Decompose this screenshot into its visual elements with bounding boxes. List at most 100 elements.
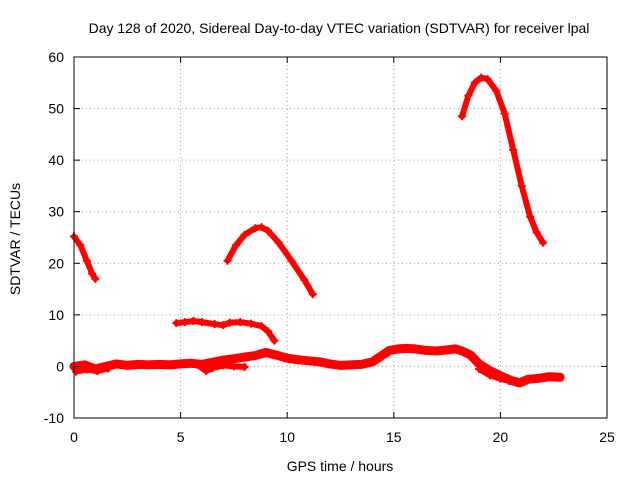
data-point: [464, 91, 473, 100]
data-point: [193, 360, 202, 369]
series-trace: [224, 224, 316, 298]
data-point: [385, 346, 394, 355]
chart-title: Day 128 of 2020, Sidereal Day-to-day VTE…: [89, 20, 590, 36]
data-point: [272, 351, 281, 360]
y-tick-label: 40: [48, 152, 64, 168]
data-point: [526, 212, 535, 221]
data-point: [219, 361, 228, 370]
data-point: [155, 360, 164, 369]
axis-ticks: 0 5 10 15 20 25 -10 0 10 20 30 40 50 60: [44, 49, 615, 445]
y-tick-label: 50: [48, 101, 64, 117]
data-point: [402, 344, 411, 353]
data-point: [496, 374, 505, 383]
data-point: [532, 228, 541, 237]
y-tick-label: 20: [48, 255, 64, 271]
data-point: [232, 241, 241, 250]
series-arc-2: [223, 223, 317, 299]
x-tick-label: 10: [279, 429, 295, 445]
y-tick-label: 0: [56, 358, 64, 374]
data-point: [274, 238, 283, 247]
data-point: [458, 112, 467, 121]
data-point: [287, 256, 296, 265]
data-point: [257, 322, 266, 331]
data-point: [421, 346, 430, 355]
data-point: [443, 345, 452, 354]
data-point: [144, 360, 153, 369]
data-point: [210, 320, 219, 329]
data-point: [539, 238, 548, 247]
x-tick-label: 5: [177, 429, 185, 445]
series-arc-3: [172, 317, 279, 345]
data-point: [509, 145, 518, 154]
data-point: [261, 348, 270, 357]
data-point: [377, 352, 386, 361]
data-point: [197, 318, 206, 327]
data-point: [534, 374, 543, 383]
data-point: [82, 365, 91, 374]
data-point: [466, 351, 475, 360]
data-point: [394, 344, 403, 353]
data-point: [470, 78, 479, 87]
data-point: [492, 86, 501, 95]
data-point: [308, 290, 317, 299]
data-point: [264, 327, 273, 336]
data-point: [133, 360, 142, 369]
data-point: [165, 360, 174, 369]
x-tick-label: 0: [70, 429, 78, 445]
data-point: [123, 361, 132, 370]
data-point: [172, 319, 181, 328]
data-point: [451, 344, 460, 353]
y-tick-label: -10: [44, 410, 64, 426]
data-point: [236, 318, 245, 327]
x-axis-label: GPS time / hours: [287, 458, 394, 474]
data-point: [240, 353, 249, 362]
data-point: [91, 274, 100, 283]
data-point: [104, 364, 113, 373]
data-point: [504, 376, 513, 385]
data-point: [76, 241, 85, 250]
data-point: [515, 378, 524, 387]
x-tick-label: 25: [599, 429, 615, 445]
data-point: [475, 365, 484, 374]
data-point: [251, 224, 260, 233]
data-point: [264, 226, 273, 235]
data-point: [357, 360, 366, 369]
data-point: [411, 344, 420, 353]
data-point: [458, 346, 467, 355]
x-tick-label: 20: [493, 429, 509, 445]
series-trace: [476, 366, 512, 384]
data-point: [246, 319, 255, 328]
data-point: [257, 223, 266, 232]
data-point: [176, 359, 185, 368]
data-point: [270, 336, 279, 345]
series-arc-8: [72, 364, 113, 376]
series-arc-4: [458, 73, 548, 247]
data-layer: [69, 73, 565, 388]
data-point: [208, 363, 217, 372]
data-point: [187, 359, 196, 368]
data-point: [485, 371, 494, 380]
data-point: [93, 367, 102, 376]
series-trace: [73, 365, 112, 375]
data-point: [223, 256, 232, 265]
data-point: [293, 355, 302, 364]
data-point: [251, 351, 260, 360]
y-tick-label: 10: [48, 307, 64, 323]
data-point: [432, 346, 441, 355]
data-point: [72, 367, 81, 376]
data-point: [336, 361, 345, 370]
data-point: [517, 181, 526, 190]
data-point: [225, 318, 234, 327]
data-point: [240, 230, 249, 239]
data-point: [325, 359, 334, 368]
data-point: [229, 354, 238, 363]
series-trace: [459, 74, 546, 246]
x-tick-label: 15: [386, 429, 402, 445]
data-point: [112, 359, 121, 368]
data-point: [240, 362, 249, 371]
data-point: [524, 375, 533, 384]
data-point: [368, 357, 377, 366]
data-point: [483, 75, 492, 84]
